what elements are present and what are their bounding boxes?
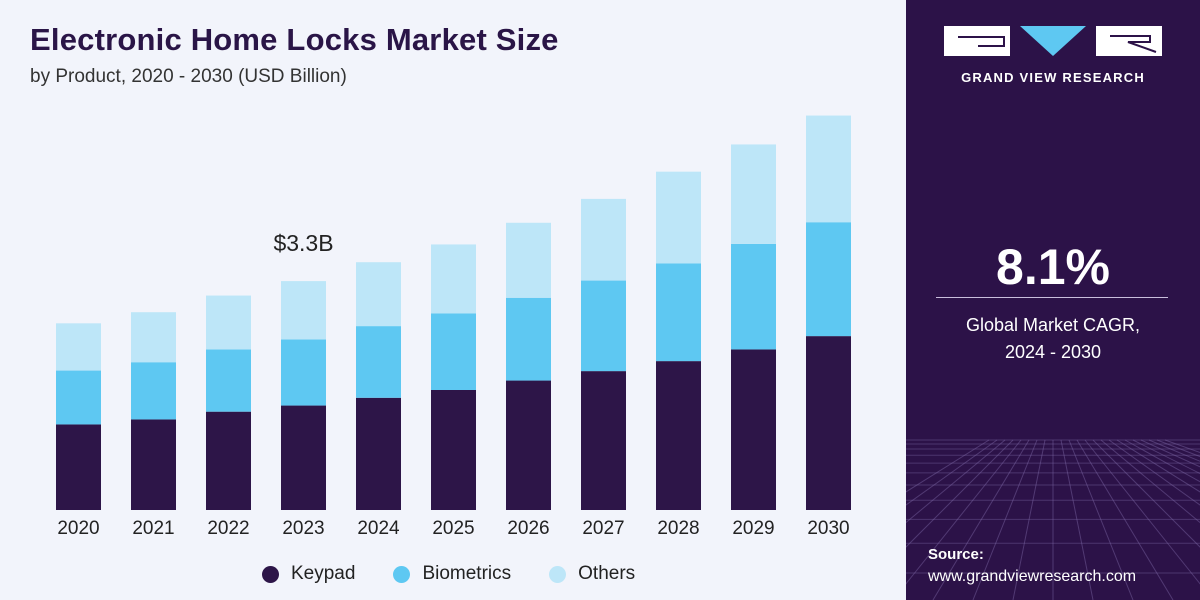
legend-swatch-biometrics	[393, 565, 411, 583]
bar-biometrics-2028	[656, 263, 701, 362]
chart-legend: Keypad Biometrics Others	[262, 563, 673, 585]
bar-biometrics-2029	[731, 243, 776, 350]
bar-others-2029	[731, 144, 776, 244]
source-url[interactable]: www.grandviewresearch.com	[928, 568, 1137, 585]
x-tick-label-2030: 2030	[807, 518, 849, 539]
cagr-value: 8.1%	[996, 239, 1110, 295]
chart-panel: 2020 2021 2022 2023 2024 2025 2026 2027 2028 2029…	[30, 22, 851, 585]
x-tick-label-2027: 2027	[582, 518, 624, 539]
bar-others-2028	[656, 171, 701, 264]
cagr-label-line1: Global Market CAGR,	[965, 315, 1141, 335]
bar-biometrics-2023	[281, 339, 326, 406]
x-tick-label-2026: 2026	[507, 518, 549, 539]
bar-others-2024	[356, 262, 401, 327]
x-tick-label-2029: 2029	[732, 518, 774, 539]
source-label: Source:	[928, 546, 984, 563]
brand-name: GRAND VIEW RESEARCH	[961, 70, 1145, 85]
bar-value-annotation-2023: $3.3B	[273, 230, 333, 256]
stacked-bar-chart: 2020 2021 2022 2023 2024 2025 2026 2027 2028 2029…	[56, 115, 851, 539]
bar-biometrics-2027	[581, 280, 626, 372]
cagr-label: Global Market CAGR, 2024 - 2030	[906, 312, 1200, 366]
legend-label-keypad: Keypad	[291, 563, 356, 584]
legend-swatch-keypad	[262, 565, 279, 583]
chart-subtitle: by Product, 2020 - 2030 (USD Billion)	[30, 66, 347, 87]
cagr-divider	[936, 297, 1168, 298]
bar-biometrics-2030	[806, 222, 851, 337]
bar-others-2020	[56, 323, 101, 371]
bar-keypad-2026	[506, 380, 551, 510]
bar-keypad-2020	[56, 424, 101, 510]
bar-keypad-2024	[356, 397, 401, 510]
bar-keypad-2021	[131, 419, 176, 510]
bar-biometrics-2026	[506, 297, 551, 381]
grid-background-decoration	[906, 439, 1200, 600]
bar-keypad-2022	[206, 411, 251, 510]
bar-others-2030	[806, 115, 851, 223]
bar-keypad-2027	[581, 371, 626, 510]
chart-title: Electronic Home Locks Market Size	[30, 22, 559, 57]
x-tick-label-2024: 2024	[357, 518, 400, 539]
bar-others-2023	[281, 281, 326, 340]
bar-keypad-2030	[806, 336, 851, 510]
bar-biometrics-2024	[356, 326, 401, 398]
bar-others-2022	[206, 295, 251, 350]
legend-swatch-others	[549, 565, 567, 583]
cagr-label-line2: 2024 - 2030	[1004, 342, 1102, 362]
bar-biometrics-2020	[56, 370, 101, 425]
bar-others-2027	[581, 198, 626, 281]
legend-item-biometrics: Biometrics	[393, 563, 511, 585]
bar-others-2025	[431, 244, 476, 314]
x-tick-label-2023: 2023	[282, 518, 324, 539]
bar-keypad-2025	[431, 390, 476, 510]
x-tick-label-2021: 2021	[132, 518, 174, 539]
gvr-logo-icon	[944, 26, 1162, 56]
legend-item-others: Others	[549, 563, 635, 585]
legend-item-keypad: Keypad	[262, 563, 355, 585]
brand-panel: GRAND VIEW RESEARCH 8.1% Global Market C…	[906, 0, 1200, 600]
bar-keypad-2023	[281, 405, 326, 510]
bar-biometrics-2025	[431, 313, 476, 390]
x-tick-label-2020: 2020	[57, 518, 99, 539]
bar-keypad-2029	[731, 349, 776, 510]
bar-biometrics-2021	[131, 362, 176, 420]
x-tick-label-2025: 2025	[432, 518, 474, 539]
bar-keypad-2028	[656, 361, 701, 510]
x-tick-label-2028: 2028	[657, 518, 699, 539]
bar-biometrics-2022	[206, 349, 251, 412]
legend-label-others: Others	[578, 563, 636, 584]
bar-others-2026	[506, 222, 551, 298]
x-tick-label-2022: 2022	[207, 518, 249, 539]
legend-label-biometrics: Biometrics	[422, 563, 512, 584]
bar-others-2021	[131, 312, 176, 363]
